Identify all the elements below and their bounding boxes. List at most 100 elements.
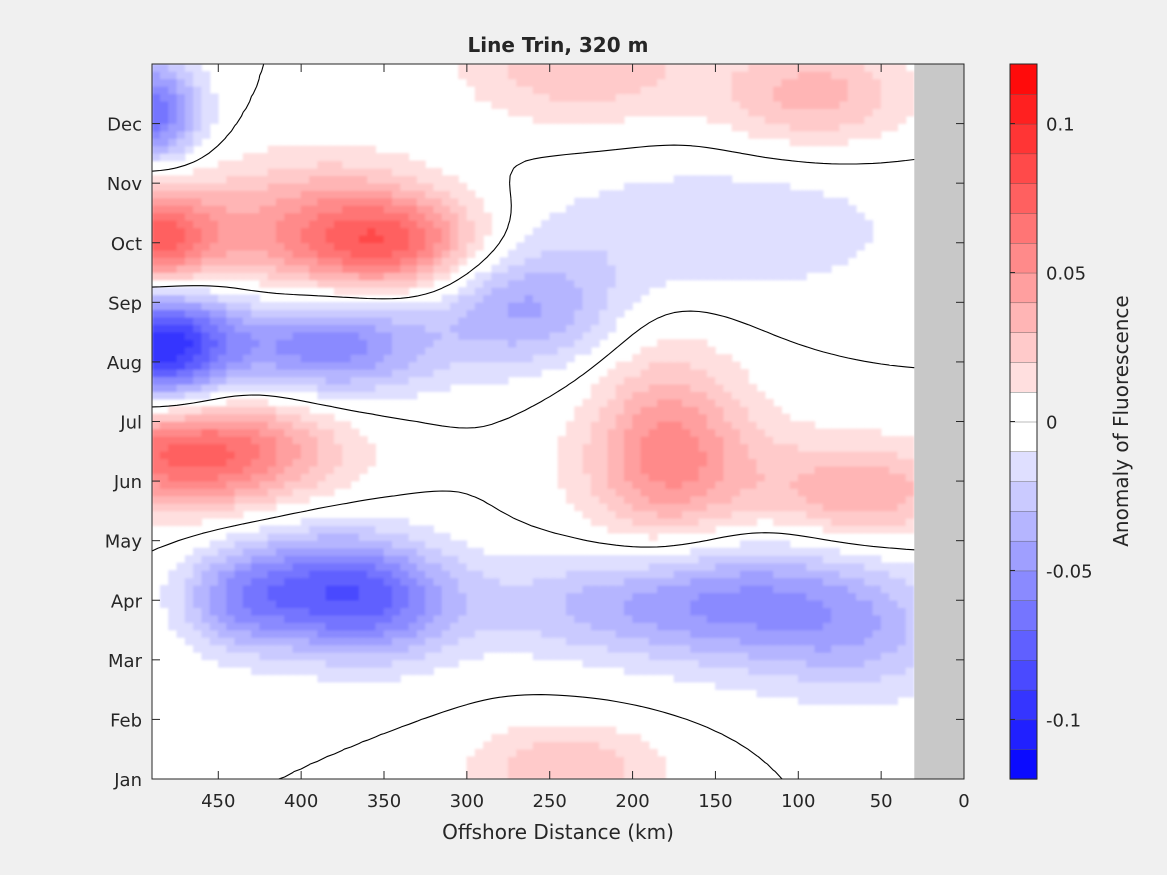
field-cell: [773, 100, 783, 109]
field-cell: [242, 197, 252, 206]
field-cell: [557, 771, 567, 779]
field-cell: [648, 212, 658, 221]
field-cell: [333, 428, 343, 437]
field-cell: [201, 599, 211, 608]
field-cell: [441, 532, 451, 541]
field-cell: [234, 428, 244, 437]
field-cell: [681, 354, 691, 363]
field-cell: [259, 525, 269, 534]
field-cell: [607, 294, 617, 303]
field-cell: [342, 331, 352, 340]
field-cell: [640, 227, 650, 236]
field-cell: [342, 264, 352, 273]
field-cell: [632, 294, 642, 303]
field-cell: [391, 652, 401, 661]
field-cell: [715, 249, 725, 258]
field-cell: [408, 264, 418, 273]
field-cell: [615, 734, 625, 743]
field-cell: [391, 242, 401, 251]
field-cell: [781, 242, 791, 251]
field-cell: [657, 518, 667, 527]
field-cell: [342, 376, 352, 385]
field-cell: [690, 108, 700, 117]
field-cell: [690, 599, 700, 608]
field-cell: [632, 525, 642, 534]
field-cell: [375, 592, 385, 601]
field-cell: [872, 450, 882, 460]
field-cell: [425, 309, 435, 318]
field-cell: [549, 763, 559, 772]
field-cell: [773, 547, 783, 556]
field-cell: [367, 182, 377, 191]
field-cell: [292, 555, 302, 564]
field-cell: [300, 167, 310, 177]
field-cell: [267, 562, 277, 571]
field-cell: [333, 339, 343, 348]
field-cell: [226, 510, 236, 519]
field-cell: [367, 674, 377, 683]
field-cell: [665, 659, 675, 668]
field-cell: [822, 592, 832, 601]
field-cell: [466, 220, 476, 229]
field-cell: [739, 369, 749, 378]
field-cell: [242, 331, 252, 340]
field-cell: [797, 138, 807, 147]
field-cell: [375, 652, 385, 661]
field-cell: [483, 309, 493, 318]
field-cell: [872, 525, 882, 534]
field-cell: [632, 585, 642, 594]
field-cell: [773, 652, 783, 661]
field-cell: [466, 316, 476, 325]
field-cell: [383, 175, 393, 184]
field-cell: [391, 547, 401, 556]
field-cell: [574, 309, 584, 318]
field-cell: [698, 599, 708, 608]
field-cell: [731, 480, 741, 489]
field-cell: [822, 495, 832, 504]
field-cell: [855, 674, 865, 683]
field-cell: [541, 599, 551, 608]
field-cell: [325, 666, 335, 676]
field-cell: [425, 257, 435, 266]
field-cell: [657, 376, 667, 385]
field-cell: [350, 257, 360, 266]
field-cell: [358, 227, 368, 236]
field-cell: [880, 674, 890, 683]
field-cell: [259, 346, 269, 355]
field-cell: [259, 592, 269, 601]
field-cell: [731, 406, 741, 415]
field-cell: [350, 629, 360, 638]
field-cell: [275, 629, 285, 638]
field-cell: [590, 398, 600, 407]
field-cell: [872, 465, 882, 474]
field-cell: [599, 235, 609, 244]
field-cell: [640, 622, 650, 631]
field-cell: [698, 622, 708, 631]
field-cell: [358, 346, 368, 355]
field-cell: [259, 413, 269, 422]
field-cell: [847, 674, 857, 683]
field-cell: [251, 331, 261, 340]
field-cell: [599, 637, 609, 646]
field-cell: [665, 339, 675, 348]
field-cell: [458, 354, 468, 363]
field-cell: [300, 175, 310, 184]
field-cell: [681, 249, 691, 258]
field-cell: [159, 287, 169, 296]
field-cell: [739, 227, 749, 236]
field-cell: [657, 108, 667, 117]
field-cell: [159, 361, 169, 370]
field-cell: [333, 369, 343, 378]
field-cell: [557, 570, 567, 579]
field-cell: [152, 220, 161, 229]
field-cell: [582, 577, 592, 586]
field-cell: [226, 585, 236, 594]
field-cell: [756, 622, 766, 631]
field-cell: [831, 562, 841, 571]
field-cell: [383, 316, 393, 325]
field-cell: [582, 302, 592, 311]
field-cell: [748, 488, 758, 497]
field-cell: [847, 525, 857, 534]
field-cell: [640, 257, 650, 266]
field-cell: [657, 249, 667, 258]
